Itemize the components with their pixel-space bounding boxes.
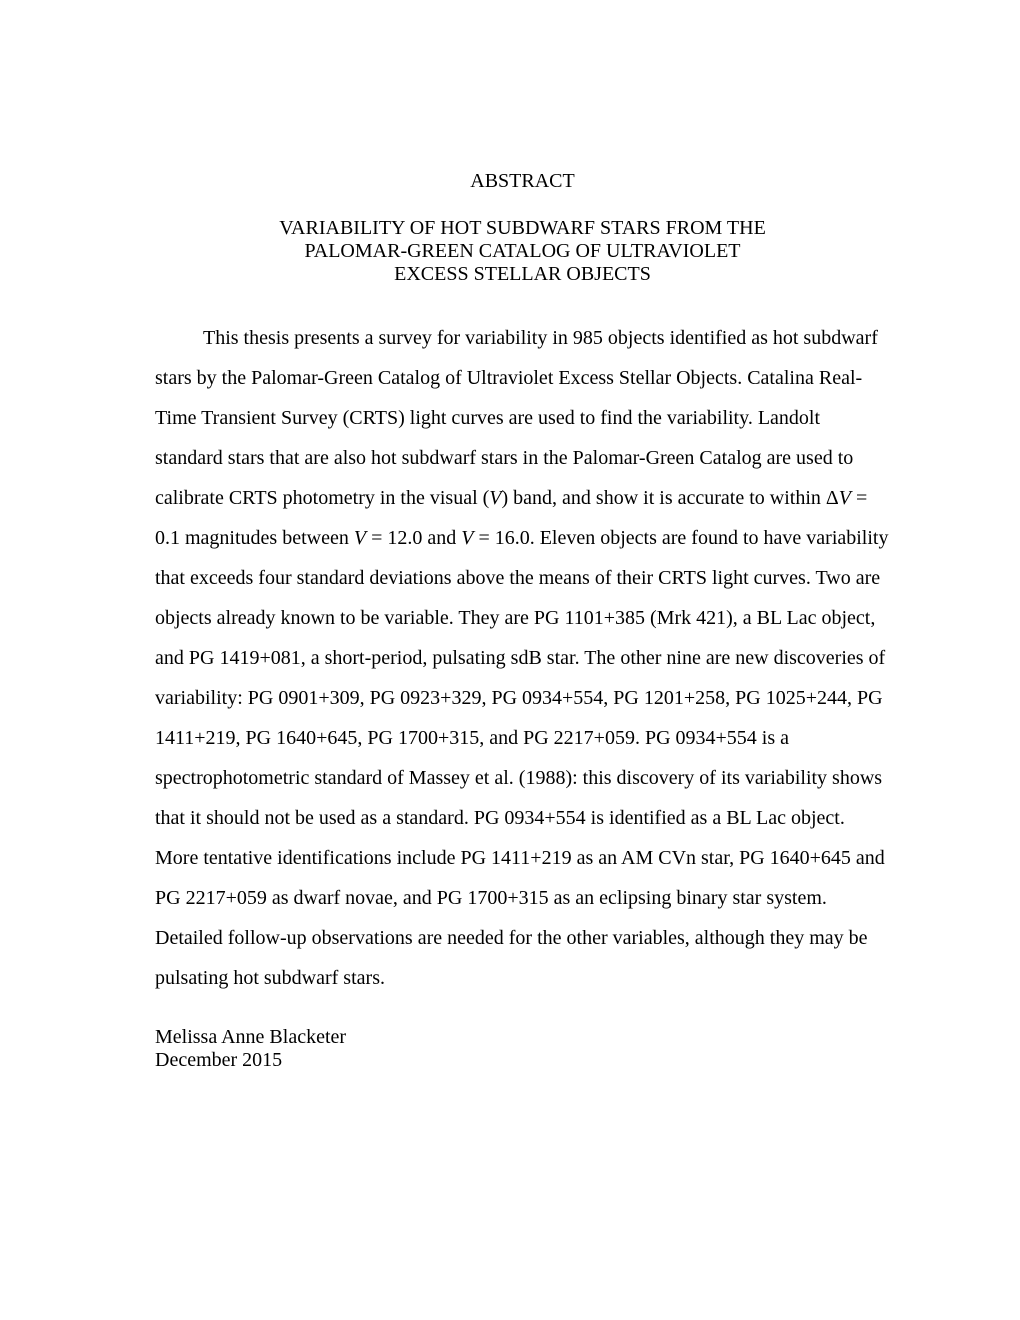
abstract-body: This thesis presents a survey for variab… <box>155 318 890 998</box>
italic-v: V <box>489 487 501 509</box>
author-date: December 2015 <box>155 1049 890 1072</box>
title-line-2: PALOMAR-GREEN CATALOG OF ULTRAVIOLET <box>304 240 740 262</box>
italic-v: V <box>839 487 851 509</box>
italic-v: V <box>461 527 473 549</box>
abstract-heading: ABSTRACT <box>155 170 890 193</box>
body-segment: = 16.0. Eleven objects are found to have… <box>155 527 888 989</box>
author-name: Melissa Anne Blacketer <box>155 1026 890 1049</box>
paper-title: VARIABILITY OF HOT SUBDWARF STARS FROM T… <box>155 217 890 286</box>
body-segment: = 12.0 and <box>366 527 461 549</box>
italic-v: V <box>354 527 366 549</box>
author-block: Melissa Anne Blacketer December 2015 <box>155 1026 890 1072</box>
body-segment: ) band, and show it is accurate to withi… <box>502 487 839 509</box>
body-segment: This thesis presents a survey for variab… <box>155 327 878 509</box>
title-line-3: EXCESS STELLAR OBJECTS <box>394 263 651 285</box>
title-line-1: VARIABILITY OF HOT SUBDWARF STARS FROM T… <box>279 217 766 239</box>
